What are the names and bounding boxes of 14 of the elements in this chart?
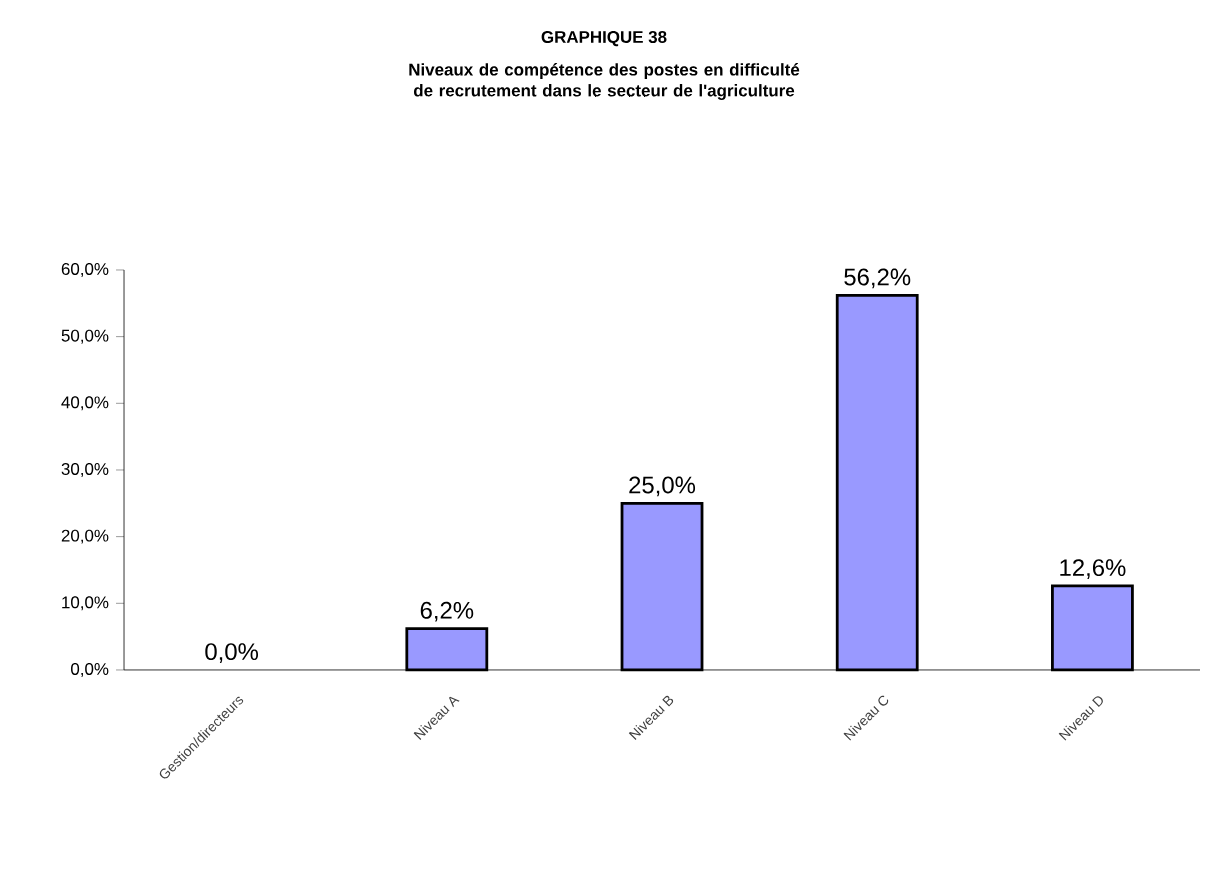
y-tick-label: 30,0% <box>61 462 109 477</box>
y-tick-label: 50,0% <box>61 329 109 344</box>
y-tick-label: 60,0% <box>61 262 109 277</box>
y-tick-label: 40,0% <box>61 396 109 411</box>
data-label: 6,2% <box>420 601 474 622</box>
data-label: 56,2% <box>844 268 911 289</box>
chart-title: GRAPHIQUE 38 <box>541 31 667 47</box>
y-tick-label: 20,0% <box>61 529 109 544</box>
y-tick-label: 10,0% <box>62 596 109 611</box>
data-label: 25,0% <box>629 476 696 497</box>
data-label: 12,6% <box>1060 559 1126 579</box>
chart-subtitle: Niveaux de compétence des postes en difficulté de recrutement dans le secteur de l'agriculture <box>409 63 800 100</box>
y-tick-label: 0,0% <box>71 662 109 677</box>
data-label: 0,0% <box>205 643 259 663</box>
